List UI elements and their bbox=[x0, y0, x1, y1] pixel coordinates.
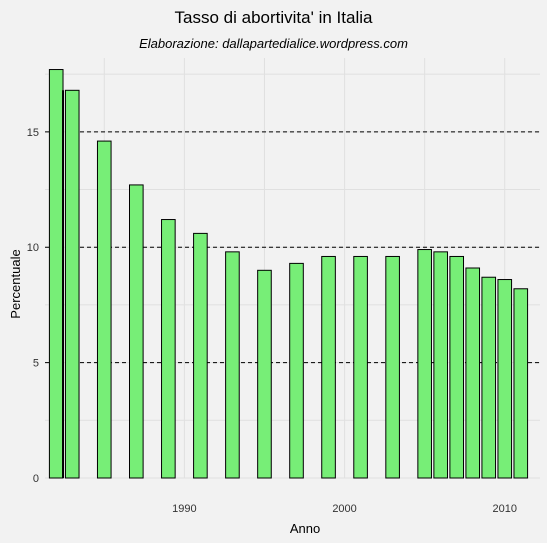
chart-title: Tasso di abortivita' in Italia bbox=[174, 8, 373, 27]
x-tick-label: 1990 bbox=[172, 503, 196, 515]
bar-2006 bbox=[433, 251, 448, 479]
x-axis-label: Anno bbox=[290, 521, 320, 536]
bar-2010 bbox=[497, 279, 513, 479]
bars bbox=[48, 69, 529, 479]
chart-subtitle: Elaborazione: dallapartedialice.wordpres… bbox=[139, 36, 408, 51]
bar-1989 bbox=[161, 219, 176, 479]
x-tick-label: 2000 bbox=[332, 503, 356, 515]
tick-labels: 0 5 10 15 1990 2000 2010 bbox=[27, 127, 517, 515]
bar-1987 bbox=[129, 184, 144, 479]
bar-2005 bbox=[417, 249, 432, 479]
y-tick-label: 0 bbox=[33, 473, 39, 485]
bar-2007 bbox=[449, 255, 465, 479]
bar-2011 bbox=[513, 288, 529, 479]
bar-1999 bbox=[321, 255, 336, 479]
bar-1983 bbox=[64, 89, 80, 479]
y-tick-label: 10 bbox=[27, 242, 39, 254]
bar-1985 bbox=[96, 140, 112, 479]
x-tick-label: 2010 bbox=[493, 503, 517, 515]
y-tick-label: 15 bbox=[27, 127, 39, 139]
bar-1995 bbox=[257, 269, 272, 479]
bar-2003 bbox=[385, 255, 400, 479]
bar-1982 bbox=[48, 69, 64, 479]
bar-2001 bbox=[353, 255, 368, 479]
bar-1991 bbox=[193, 232, 208, 479]
y-tick-label: 5 bbox=[33, 358, 39, 370]
bar-2008 bbox=[465, 267, 481, 479]
bar-1993 bbox=[225, 251, 240, 479]
bar-1997 bbox=[289, 262, 304, 479]
bar-2009 bbox=[481, 276, 497, 479]
y-axis-label: Percentuale bbox=[8, 249, 23, 318]
